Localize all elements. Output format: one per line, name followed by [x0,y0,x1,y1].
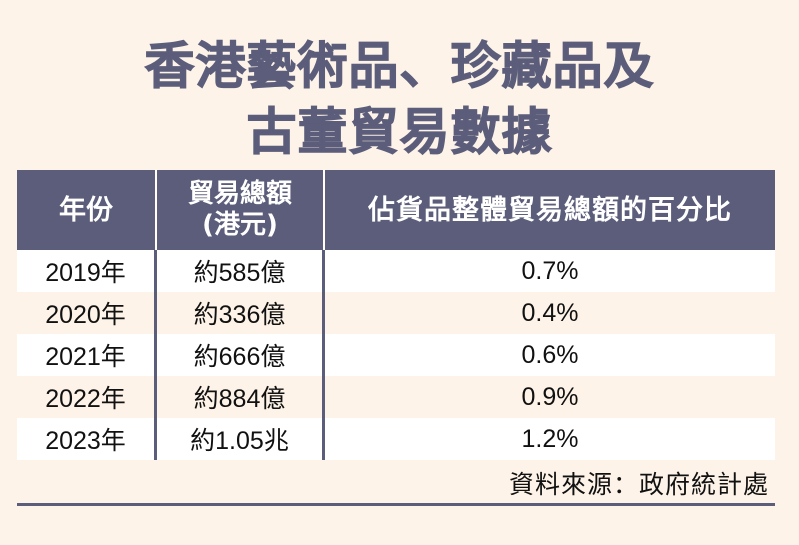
cell-year: 2021年 [17,334,157,376]
table-header: 年份 貿易總額 (港元) 佔貨品整體貿易總額的百分比 [17,170,775,250]
cell-year: 2020年 [17,292,157,334]
page-title-line-1: 香港藝術品、珍藏品及 [144,37,655,95]
cell-year: 2023年 [17,418,157,460]
header-total-unit: (港元) [202,210,278,240]
table-row: 2021年 約666億 0.6% [17,334,775,376]
table-row: 2019年 約585億 0.7% [17,250,775,292]
cell-total: 約336億 [157,292,325,334]
cell-year: 2019年 [17,250,157,292]
cell-share: 0.4% [521,298,579,327]
bottom-divider [17,503,775,506]
header-total-label: 貿易總額 [187,179,292,209]
cell-total: 約666億 [157,334,325,376]
cell-total: 約585億 [157,250,325,292]
cell-share: 0.6% [521,340,579,369]
trade-data-table: 年份 貿易總額 (港元) 佔貨品整體貿易總額的百分比 2019年 約585億 0… [17,170,775,460]
header-share: 佔貨品整體貿易總額的百分比 [368,194,732,226]
table-row: 2023年 約1.05兆 1.2% [17,418,775,460]
table-row: 2022年 約884億 0.9% [17,376,775,418]
cell-share: 0.7% [521,256,579,285]
cell-share: 1.2% [521,424,579,453]
cell-year: 2022年 [17,376,157,418]
cell-total: 約1.05兆 [157,418,325,460]
header-year: 年份 [17,170,157,250]
source-note: 資料來源：政府統計處 [508,470,769,499]
cell-share: 0.9% [521,382,579,411]
page-title-line-2: 古董貿易數據 [246,103,553,161]
table-row: 2020年 約336億 0.4% [17,292,775,334]
cell-total: 約884億 [157,376,325,418]
header-total: 貿易總額 (港元) [157,170,325,250]
